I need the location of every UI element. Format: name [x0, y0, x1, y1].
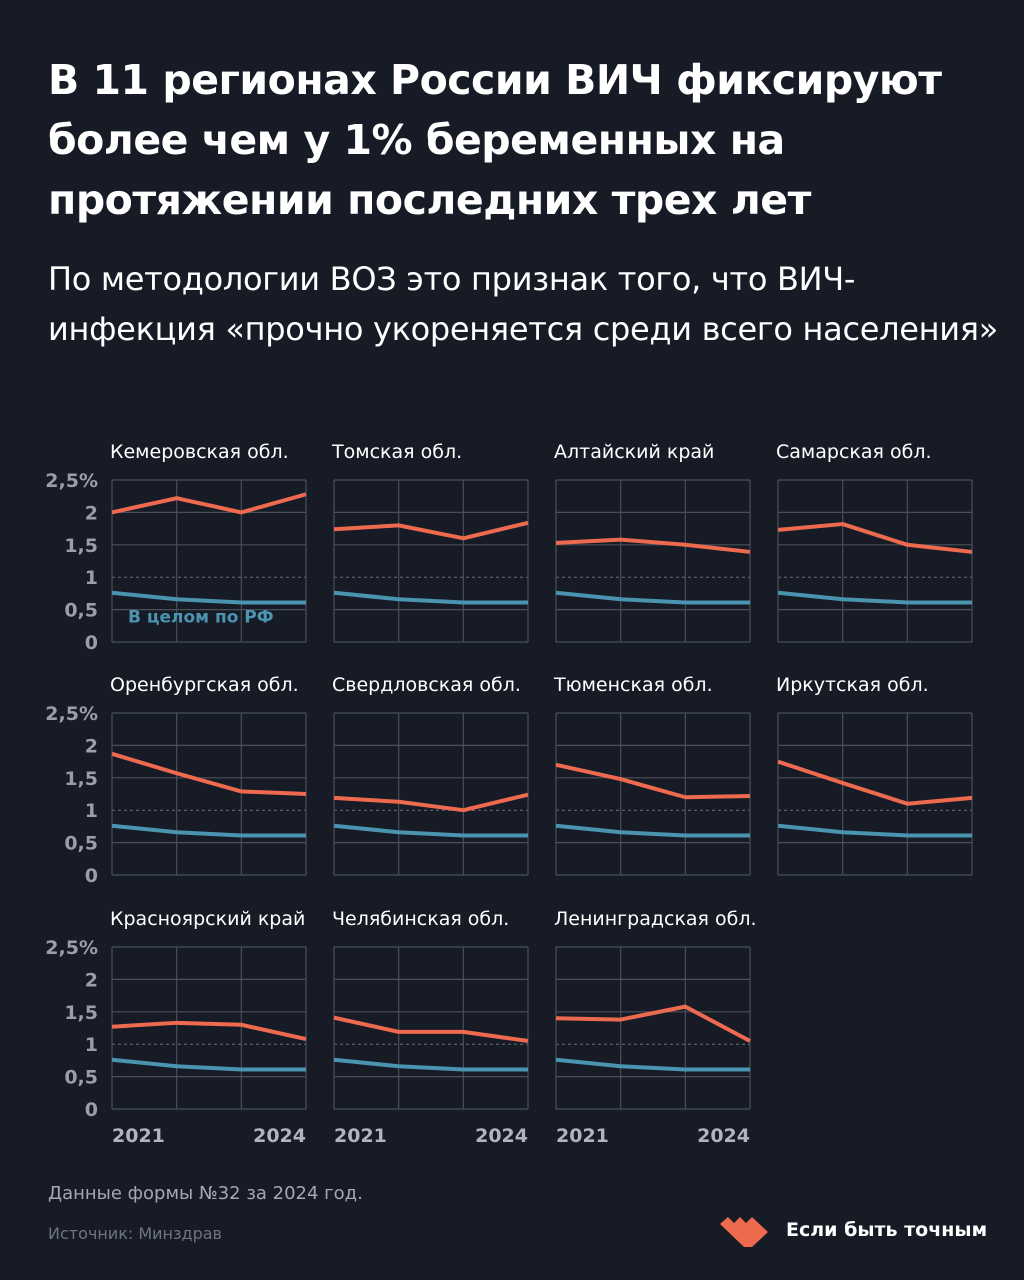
panel-title: Самарская обл.	[776, 441, 932, 463]
brand-logo: Если быть точным	[718, 1212, 987, 1248]
russia-line	[555, 590, 750, 605]
panel-title: Челябинская обл.	[332, 908, 509, 930]
data-note: Данные формы №32 за 2024 год.	[48, 1183, 363, 1204]
y-tick-label: 1,5	[64, 768, 98, 790]
russia-line	[555, 1057, 750, 1072]
region-line	[555, 1004, 751, 1043]
y-tick-label: 2	[85, 735, 98, 757]
russia-series-label: В целом по РФ	[128, 608, 274, 628]
brand-name: Если быть точным	[786, 1219, 988, 1241]
y-tick-label: 2	[85, 502, 98, 524]
panel-title: Томская обл.	[331, 441, 462, 463]
y-tick-label: 1	[85, 800, 98, 822]
panel-title: Алтайский край	[554, 441, 714, 463]
x-tick-label: 2021	[112, 1125, 165, 1147]
y-tick-label: 1	[85, 1034, 98, 1056]
russia-line	[111, 823, 306, 838]
region-line	[111, 492, 307, 515]
x-tick-label: 2021	[556, 1125, 609, 1147]
panel-title: Свердловская обл.	[332, 674, 521, 696]
page-title: В 11 регионах России ВИЧ фиксируют более…	[48, 56, 942, 224]
panel-title: Иркутская обл.	[776, 674, 929, 696]
heart-logo-icon	[720, 1217, 768, 1247]
small-multiples-chart: Кемеровская обл. 2,5% 2 1,5 1 0,5 0 В целом по …	[45, 441, 973, 1147]
panel-title: Оренбургская обл.	[110, 674, 299, 696]
region-line	[333, 792, 529, 813]
y-tick-label: 1	[85, 567, 98, 589]
panel-title: Тюменская обл.	[553, 674, 713, 696]
x-tick-label: 2024	[697, 1125, 750, 1147]
y-tick-label: 0,5	[64, 833, 98, 855]
y-tick-label: 2,5%	[45, 470, 98, 492]
y-tick-label: 0	[85, 632, 98, 654]
region-line	[111, 1020, 307, 1041]
region-line	[555, 762, 751, 800]
y-tick-label: 0,5	[64, 1067, 98, 1089]
region-line	[777, 759, 973, 806]
y-tick-label: 1,5	[64, 535, 98, 557]
russia-line	[333, 590, 528, 605]
panel-title: Кемеровская обл.	[110, 441, 289, 463]
russia-line	[111, 1057, 306, 1072]
russia-line	[333, 823, 528, 838]
panel-title: Ленинградская обл.	[554, 908, 757, 930]
region-line	[777, 522, 973, 554]
region-line	[111, 751, 307, 796]
page-subtitle: По методологии ВОЗ это признак того, что…	[48, 260, 999, 348]
russia-line	[777, 590, 972, 605]
region-line	[333, 1015, 529, 1043]
panel-title: Красноярский край	[110, 908, 305, 930]
russia-line	[333, 1057, 528, 1072]
y-tick-label: 2,5%	[45, 937, 98, 959]
y-tick-label: 0	[85, 865, 98, 887]
x-tick-label: 2024	[475, 1125, 528, 1147]
x-tick-label: 2021	[334, 1125, 387, 1147]
y-tick-label: 0,5	[64, 600, 98, 622]
region-line	[555, 537, 751, 554]
y-tick-label: 1,5	[64, 1002, 98, 1024]
russia-line	[555, 823, 750, 838]
russia-line	[777, 823, 972, 838]
region-line	[333, 520, 529, 541]
y-tick-label: 2	[85, 969, 98, 991]
y-tick-label: 0	[85, 1099, 98, 1121]
x-tick-label: 2024	[253, 1125, 306, 1147]
source-note: Источник: Минздрав	[48, 1224, 222, 1243]
russia-line	[111, 590, 306, 605]
y-tick-label: 2,5%	[45, 703, 98, 725]
